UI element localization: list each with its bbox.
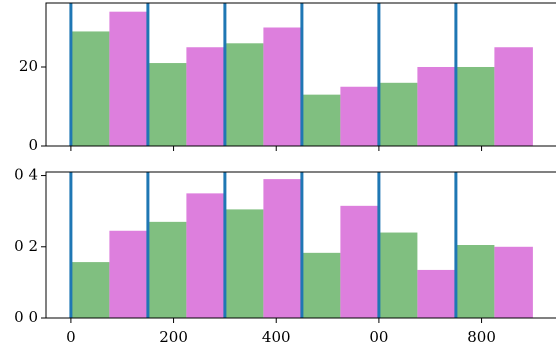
bar — [494, 47, 533, 146]
bar — [224, 209, 264, 318]
bar — [224, 43, 264, 146]
bar — [70, 262, 110, 318]
x-tick-label: 00 — [369, 328, 388, 346]
bar — [378, 232, 418, 318]
bar — [378, 82, 418, 146]
bar — [147, 63, 187, 146]
bar — [263, 27, 302, 146]
bar — [70, 31, 110, 147]
bar — [186, 193, 225, 318]
bar — [186, 47, 225, 146]
y-tick-label: 0 — [28, 136, 38, 154]
bar — [417, 66, 456, 146]
bar — [340, 86, 379, 146]
y-tick-label: 20 — [19, 57, 38, 75]
x-tick-label: 400 — [262, 328, 291, 346]
bar — [340, 205, 379, 318]
bar — [263, 179, 302, 318]
bar — [147, 221, 187, 318]
x-tick-label: 800 — [467, 328, 496, 346]
y-tick-label: 0 0 — [14, 308, 38, 326]
y-tick-label: 0 2 — [14, 237, 38, 255]
axes-frame — [45, 171, 556, 319]
y-tick-label: 0 4 — [14, 166, 38, 184]
bar — [494, 246, 533, 318]
bar — [109, 230, 148, 318]
bar — [455, 66, 495, 146]
x-tick-label: 200 — [159, 328, 188, 346]
bar — [417, 269, 456, 318]
x-tick-label: 0 — [66, 328, 76, 346]
axes-frame — [45, 2, 556, 147]
bar — [301, 94, 341, 146]
bar — [301, 252, 341, 318]
bar — [455, 245, 495, 318]
bar — [109, 11, 148, 146]
